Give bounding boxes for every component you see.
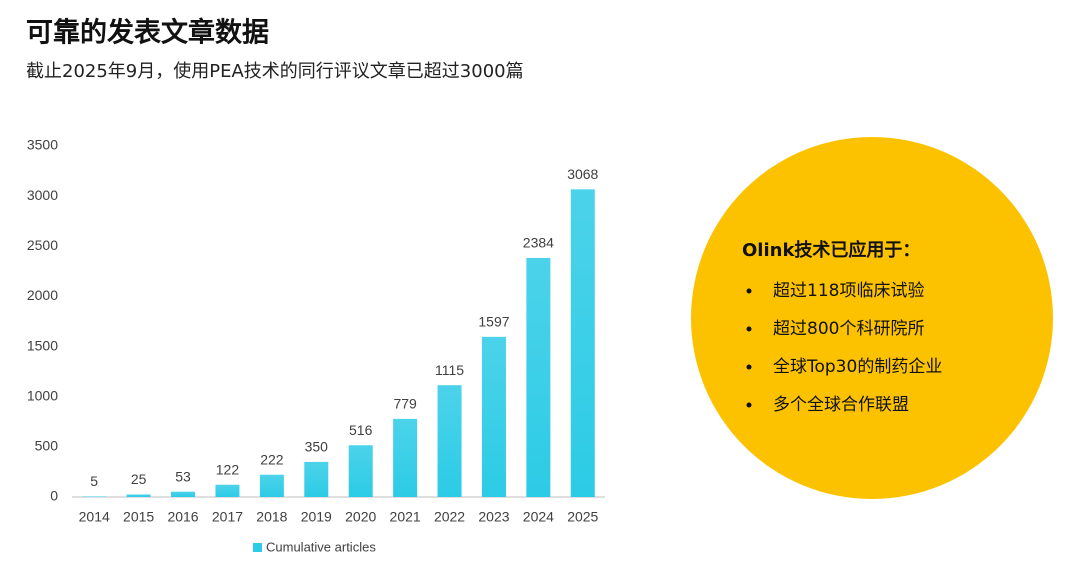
x-tick-label: 2014 [79,509,110,525]
bar [171,491,196,497]
value-label: 122 [216,461,240,477]
bar [437,385,462,497]
bar [215,484,240,497]
bar [393,418,418,497]
bullet [746,364,752,370]
callout-circle [691,137,1053,499]
y-tick-label: 500 [35,438,59,454]
y-tick-label: 3500 [27,137,58,153]
x-tick-label: 2024 [523,509,554,525]
bullet [746,402,752,408]
legend-swatch [253,543,262,552]
y-tick-label: 0 [50,488,58,504]
slide-subtitle: 截止2025年9月，使用PEA技术的同行评议文章已超过3000篇 [26,61,524,82]
callout-item: 超过800个科研院所 [773,319,924,339]
value-label: 3068 [567,166,598,182]
x-tick-label: 2023 [478,509,509,525]
bar [126,494,151,497]
value-label: 1597 [478,314,509,330]
bar [304,461,329,497]
x-tick-label: 2015 [123,509,154,525]
y-tick-label: 2000 [27,287,58,303]
x-tick-label: 2018 [256,509,287,525]
callout-title: Olink技术已应用于： [742,239,920,261]
bar [82,496,107,497]
bullet [746,326,752,332]
legend-label: Cumulative articles [266,539,376,554]
x-tick-label: 2022 [434,509,465,525]
y-tick-label: 3000 [27,187,58,203]
y-tick-label: 1500 [27,337,58,353]
value-label: 1115 [435,362,464,378]
value-label: 222 [260,451,284,467]
bar [526,257,551,497]
bar [348,445,373,497]
bar [570,189,595,497]
x-tick-label: 2016 [167,509,198,525]
value-label: 516 [349,422,373,438]
value-label: 53 [175,468,191,484]
value-label: 779 [393,396,417,412]
bar [259,474,284,497]
value-label: 350 [305,439,329,455]
x-tick-label: 2021 [390,509,421,525]
slide-title: 可靠的发表文章数据 [26,17,269,49]
bar [481,336,506,497]
y-tick-label: 2500 [27,237,58,253]
x-tick-label: 2017 [212,509,243,525]
x-tick-label: 2019 [301,509,332,525]
x-tick-label: 2020 [345,509,376,525]
value-label: 5 [90,473,98,489]
callout-item: 全球Top30的制药企业 [773,357,942,377]
x-tick-label: 2025 [567,509,598,525]
callout-item: 超过118项临床试验 [773,281,924,301]
bullet [746,288,752,294]
y-tick-label: 1000 [27,387,58,403]
callout-item: 多个全球合作联盟 [773,395,909,415]
value-label: 2384 [523,235,554,251]
value-label: 25 [131,471,147,487]
